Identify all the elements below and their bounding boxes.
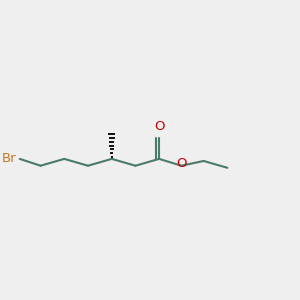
- Text: O: O: [154, 120, 164, 133]
- Text: O: O: [176, 157, 187, 170]
- Text: Br: Br: [2, 152, 17, 165]
